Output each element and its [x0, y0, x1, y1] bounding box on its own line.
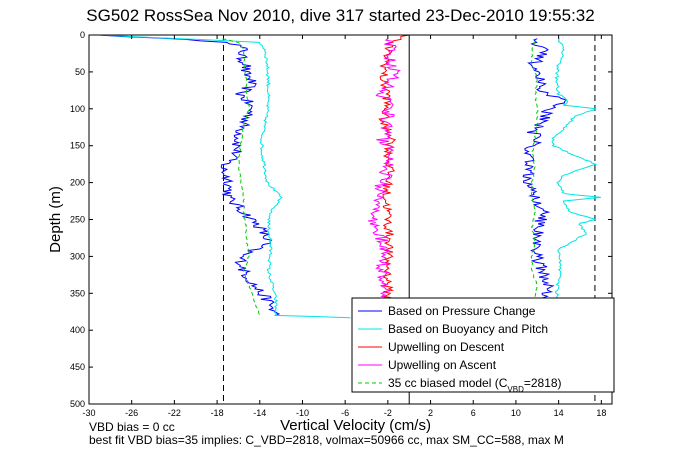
- y-tick-label: 100: [70, 104, 85, 114]
- x-tick-label: -14: [253, 408, 266, 418]
- legend-label: Based on Buoyancy and Pitch: [388, 322, 548, 336]
- x-tick-label: 18: [596, 408, 606, 418]
- series-line-ascent: [530, 38, 539, 316]
- y-tick-label: 400: [70, 325, 85, 335]
- x-tick-label: 10: [511, 408, 521, 418]
- y-tick-label: 200: [70, 178, 85, 188]
- y-tick-label: 300: [70, 251, 85, 261]
- series-line-descent: [99, 34, 281, 316]
- x-tick-label: -22: [168, 408, 181, 418]
- x-tick-label: 6: [471, 408, 476, 418]
- legend-label: Based on Pressure Change: [388, 304, 536, 318]
- x-tick-label: -2: [384, 408, 392, 418]
- vbd-bias-note: VBD bias = 0 cc: [89, 420, 175, 434]
- y-tick-label: 450: [70, 362, 85, 372]
- y-tick-label: 0: [80, 30, 85, 40]
- legend-label: Upwelling on Ascent: [388, 358, 497, 372]
- series-line-descent: [222, 38, 261, 316]
- series-line-descent: [99, 34, 351, 319]
- series-line-ascent: [551, 38, 601, 319]
- y-tick-label: 350: [70, 288, 85, 298]
- best-fit-note: best fit VBD bias=35 implies: C_VBD=2818…: [89, 433, 564, 447]
- x-tick-label: -18: [211, 408, 224, 418]
- x-axis-label: Vertical Velocity (cm/s): [280, 417, 431, 434]
- legend-box: [351, 297, 615, 393]
- y-tick-label: 500: [70, 399, 85, 409]
- axes-layer: -30 -26 -22 -18 -14 -10 -6 -2 2 6 10 14 180501001502…: [47, 30, 613, 434]
- series-layer: [99, 34, 601, 404]
- x-tick-label: -6: [341, 408, 349, 418]
- y-tick-label: 250: [70, 215, 85, 225]
- x-tick-label: -30: [82, 408, 95, 418]
- legend: Based on Pressure Change Based on Buoyanc…: [351, 297, 615, 394]
- x-tick-label: 14: [554, 408, 564, 418]
- series-line-descent: [378, 34, 410, 302]
- chart-title: SG502 RossSea Nov 2010, dive 317 started…: [86, 6, 595, 25]
- x-tick-label: -26: [125, 408, 138, 418]
- y-tick-label: 50: [75, 67, 85, 77]
- y-tick-label: 150: [70, 141, 85, 151]
- x-tick-label: 2: [428, 408, 433, 418]
- y-axis-label: Depth (m): [47, 186, 64, 253]
- series-line-ascent: [368, 38, 401, 302]
- legend-label: Upwelling on Descent: [388, 340, 505, 354]
- x-tick-label: -10: [296, 408, 309, 418]
- series-line-ascent: [522, 38, 568, 316]
